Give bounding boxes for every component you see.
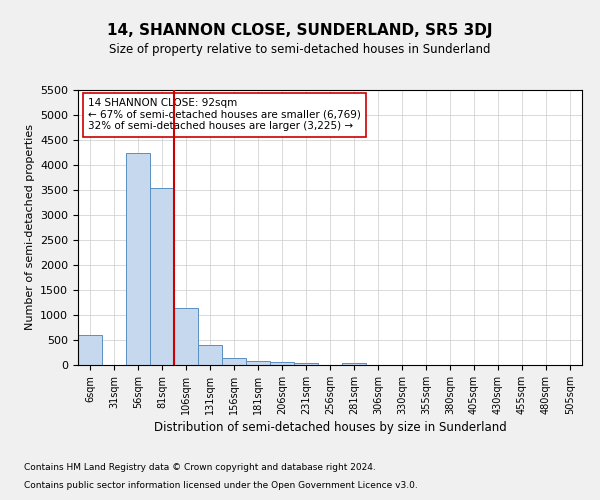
Bar bbox=[270, 362, 294, 365]
Text: Size of property relative to semi-detached houses in Sunderland: Size of property relative to semi-detach… bbox=[109, 42, 491, 56]
Text: 14, SHANNON CLOSE, SUNDERLAND, SR5 3DJ: 14, SHANNON CLOSE, SUNDERLAND, SR5 3DJ bbox=[107, 22, 493, 38]
X-axis label: Distribution of semi-detached houses by size in Sunderland: Distribution of semi-detached houses by … bbox=[154, 421, 506, 434]
Text: Contains HM Land Registry data © Crown copyright and database right 2024.: Contains HM Land Registry data © Crown c… bbox=[24, 464, 376, 472]
Text: Contains public sector information licensed under the Open Government Licence v3: Contains public sector information licen… bbox=[24, 481, 418, 490]
Bar bbox=[222, 358, 246, 365]
Bar bbox=[198, 345, 222, 365]
Bar bbox=[150, 188, 174, 365]
Y-axis label: Number of semi-detached properties: Number of semi-detached properties bbox=[25, 124, 35, 330]
Bar bbox=[294, 362, 318, 365]
Bar bbox=[78, 335, 102, 365]
Bar bbox=[126, 152, 150, 365]
Bar bbox=[246, 361, 270, 365]
Bar bbox=[342, 362, 366, 365]
Text: 14 SHANNON CLOSE: 92sqm
← 67% of semi-detached houses are smaller (6,769)
32% of: 14 SHANNON CLOSE: 92sqm ← 67% of semi-de… bbox=[88, 98, 361, 132]
Bar bbox=[174, 308, 198, 365]
